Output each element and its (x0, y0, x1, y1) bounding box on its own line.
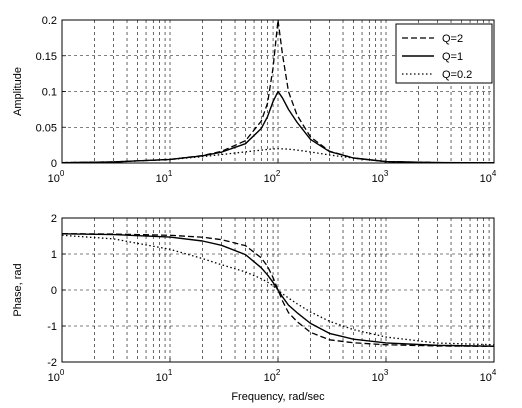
legend-label: Q=1 (442, 51, 463, 63)
x-tick-label: 100 (48, 368, 65, 384)
y-tick-label: 0.15 (36, 51, 57, 63)
x-tick-label: 104 (480, 169, 497, 185)
x-tick-label: 101 (156, 368, 173, 384)
x-tick-label: 103 (372, 368, 389, 384)
y-tick-label: 1 (51, 249, 57, 261)
y-tick-label: 0 (51, 285, 57, 297)
y-tick-label: 0 (51, 158, 57, 170)
y-tick-label: -1 (47, 321, 57, 333)
axes-frame (61, 217, 495, 363)
y-tick-label: 0.1 (42, 87, 57, 99)
series-line-Q=2 (61, 233, 495, 347)
phase-plot: -2 -1 0 1 2 100 101 102 103 104 Phase, rad Frequenc… (12, 213, 497, 403)
y-tick-label: 0.2 (42, 15, 57, 27)
x-axis-label: Frequency, rad/sec (231, 391, 325, 403)
x-tick-label: 100 (48, 169, 65, 185)
legend: Q=2 Q=1 Q=0.2 (395, 23, 493, 84)
x-tick-label: 103 (372, 169, 389, 185)
y-axis-label: Phase, rad (12, 263, 24, 316)
legend-label: Q=0.2 (442, 69, 472, 81)
x-tick-label: 104 (480, 368, 497, 384)
legend-label: Q=2 (442, 33, 463, 45)
x-tick-label: 102 (264, 368, 281, 384)
x-tick-label: 102 (264, 169, 281, 185)
y-tick-label: -2 (47, 357, 57, 369)
legend-box (395, 23, 493, 84)
axes-frame (61, 19, 495, 164)
y-axis-label: Amplitude (12, 67, 24, 116)
y-tick-label: 2 (51, 213, 57, 225)
amplitude-plot: 0 0.05 0.1 0.15 0.2 100 101 102 103 104 Amplitude Q… (12, 15, 497, 185)
y-tick-label: 0.05 (36, 122, 57, 134)
series-line-Q=0.2 (61, 234, 495, 346)
x-tick-label: 101 (156, 169, 173, 185)
series-line-Q=0.2 (61, 148, 495, 164)
